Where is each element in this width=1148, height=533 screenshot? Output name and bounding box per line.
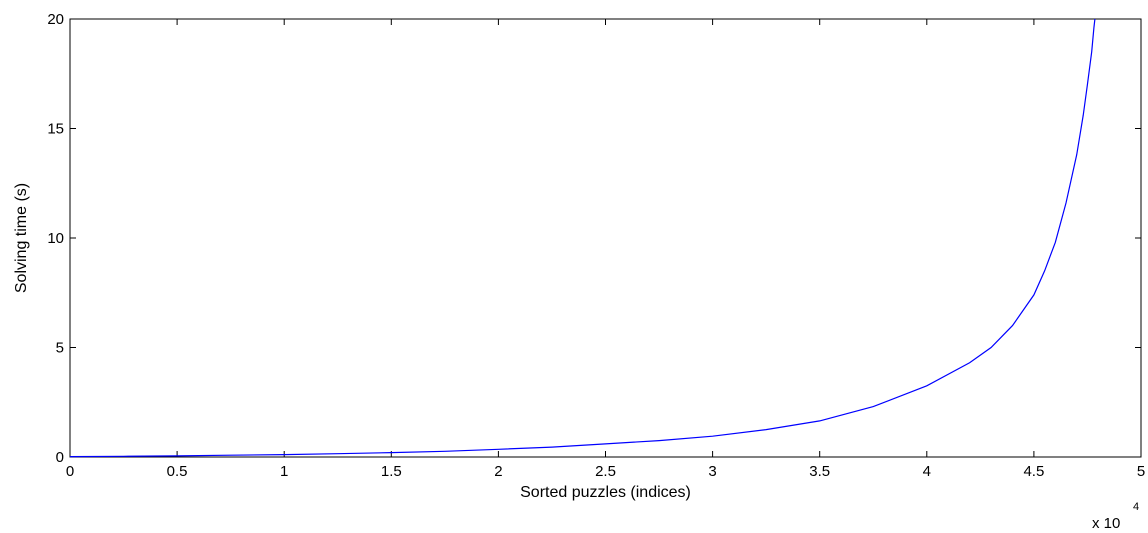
plot-area [69, 18, 1142, 458]
x-multiplier-power: 4 [1133, 501, 1139, 513]
series-line [69, 18, 1096, 458]
x-tick-label: 2 [494, 463, 502, 480]
x-tick-label: 3 [708, 463, 716, 480]
y-axis-title: Solving time (s) [13, 183, 30, 293]
x-tick-label: 4.5 [1023, 463, 1044, 480]
x-tick-label: 1.5 [381, 463, 402, 480]
x-tick-label: 1 [280, 463, 288, 480]
x-tick-label: 3.5 [809, 463, 830, 480]
y-tick-label: 10 [47, 230, 64, 247]
x-tick-label: 0 [66, 463, 74, 480]
x-tick-label: 5 [1137, 463, 1145, 480]
y-tick-label: 20 [47, 11, 64, 28]
tick-labels: 0 0.5 1 1.5 2 2.5 3 3.5 4 4.5 5 0 5 10 15 20 [47, 11, 1145, 480]
series-layer [69, 18, 1096, 458]
x-tick-label: 4 [923, 463, 931, 480]
x-tick-label: 2.5 [595, 463, 616, 480]
x-multiplier-label: x 10 [1092, 515, 1120, 532]
x-axis-title: Sorted puzzles (indices) [520, 484, 691, 501]
y-tick-label: 15 [47, 121, 64, 138]
x-tick-label: 0.5 [167, 463, 188, 480]
y-tick-label: 0 [56, 449, 64, 466]
y-tick-label: 5 [56, 340, 64, 357]
